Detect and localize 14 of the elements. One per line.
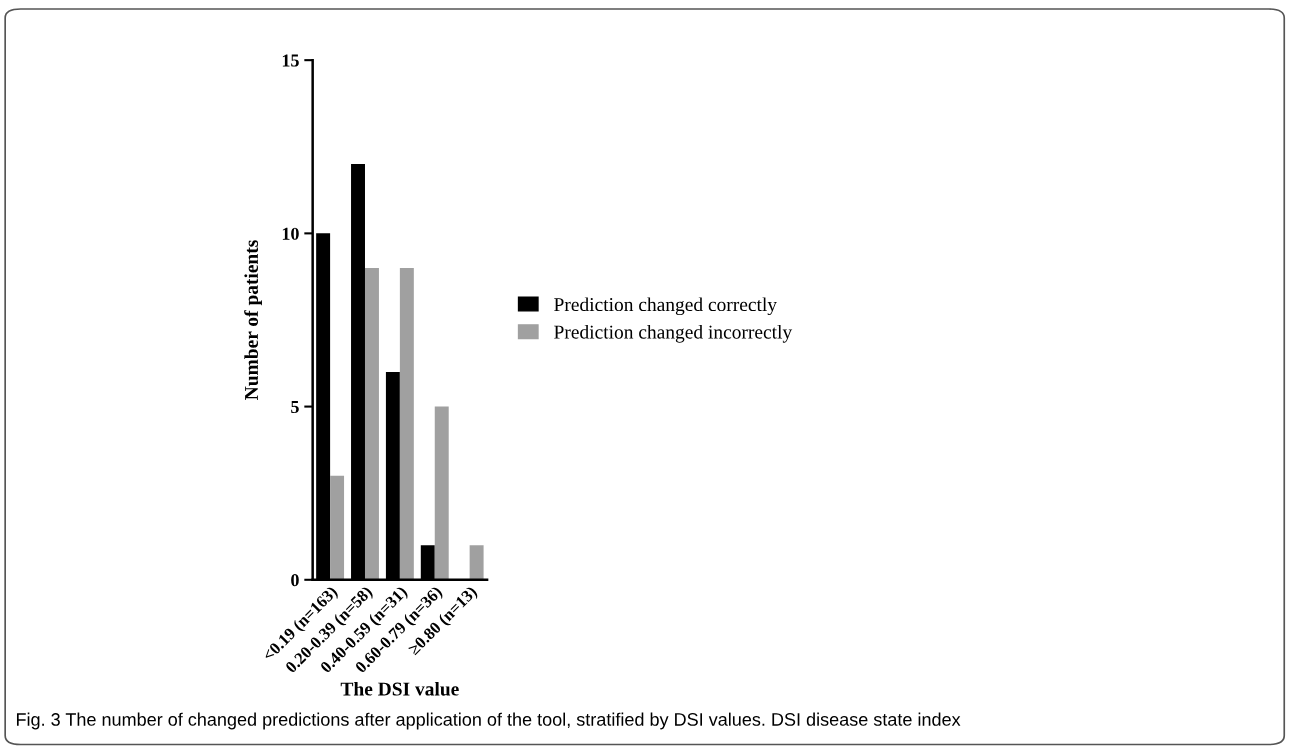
bar bbox=[364, 268, 379, 580]
bar bbox=[434, 406, 449, 580]
y-tick-label: 15 bbox=[282, 54, 299, 67]
y-tick-label: 5 bbox=[291, 401, 299, 414]
x-axis-title: The DSI value bbox=[340, 681, 459, 696]
bar bbox=[469, 545, 484, 580]
legend-label: Prediction changed correctly bbox=[554, 297, 777, 316]
bar bbox=[399, 268, 414, 580]
caption: Fig. 3 The number of changed predictions after application of the tool, stratified by DSI values. DSI disease state index bbox=[16, 712, 961, 730]
bar bbox=[330, 475, 345, 580]
y-axis-title: Number of patients bbox=[244, 240, 262, 400]
y-tick-label: 0 bbox=[291, 574, 299, 587]
legend-label: Prediction changed incorrectly bbox=[554, 324, 793, 343]
y-tick-label: 10 bbox=[282, 227, 299, 240]
